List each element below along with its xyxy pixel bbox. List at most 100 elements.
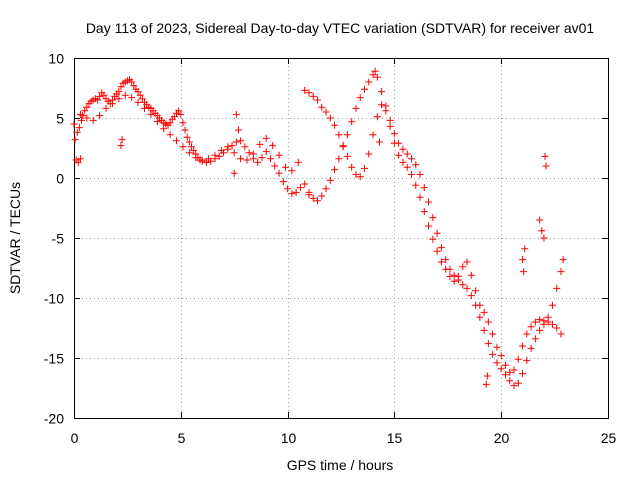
data-point	[81, 107, 89, 115]
data-point	[519, 342, 527, 350]
data-point	[356, 94, 364, 102]
data-point	[437, 244, 445, 252]
data-point	[166, 119, 174, 127]
data-point	[360, 85, 368, 93]
data-point	[230, 149, 238, 157]
data-point	[523, 356, 531, 364]
data-point	[378, 88, 386, 96]
data-point	[386, 116, 394, 124]
data-point	[472, 287, 480, 295]
data-point	[540, 317, 548, 325]
data-point	[459, 263, 467, 271]
data-point	[416, 193, 424, 201]
data-point	[454, 272, 462, 280]
data-point	[314, 96, 322, 104]
data-point	[506, 368, 514, 376]
data-point	[442, 256, 450, 264]
data-point	[425, 222, 433, 230]
data-point	[369, 131, 377, 139]
data-point	[237, 137, 245, 145]
data-point	[262, 134, 270, 142]
data-point	[153, 118, 161, 126]
data-point	[536, 316, 544, 324]
data-point	[93, 96, 101, 104]
data-point	[437, 258, 445, 266]
data-point	[301, 180, 309, 188]
data-point	[433, 247, 441, 255]
data-point	[100, 91, 108, 99]
data-point	[275, 169, 283, 177]
data-point	[118, 136, 126, 144]
data-point	[416, 170, 424, 178]
data-point	[501, 361, 509, 369]
data-point	[70, 120, 78, 128]
data-point	[510, 366, 518, 374]
data-point	[480, 326, 488, 334]
data-point	[181, 126, 189, 134]
data-point	[352, 170, 360, 178]
data-point	[510, 382, 518, 390]
chart-title: Day 113 of 2023, Sidereal Day-to-day VTE…	[86, 20, 595, 36]
data-point	[331, 121, 339, 129]
data-point	[403, 163, 411, 171]
y-axis-ticks: -20 -15 -10 -5 0 5 10	[44, 51, 608, 427]
data-point	[373, 113, 381, 121]
data-point	[559, 256, 567, 264]
data-point	[245, 149, 253, 157]
data-point	[429, 214, 437, 222]
data-point	[160, 125, 168, 133]
data-point	[237, 155, 245, 163]
data-point	[322, 108, 330, 116]
data-point	[71, 136, 79, 144]
data-point	[395, 151, 403, 159]
data-point	[356, 173, 364, 181]
data-point	[538, 227, 546, 235]
data-point	[463, 258, 471, 266]
data-point	[501, 371, 509, 379]
data-point	[467, 271, 475, 279]
data-point	[331, 166, 339, 174]
data-point	[121, 91, 129, 99]
x-tick-label: 15	[387, 430, 403, 446]
data-point	[74, 158, 82, 166]
data-point	[301, 86, 309, 94]
data-point	[407, 170, 415, 178]
data-point	[489, 330, 497, 338]
data-point	[202, 158, 210, 166]
data-point	[382, 107, 390, 115]
data-point	[256, 140, 264, 148]
data-point	[130, 82, 138, 90]
data-point	[390, 139, 398, 147]
data-point	[521, 245, 529, 253]
data-point	[514, 379, 522, 387]
data-point	[232, 138, 240, 146]
data-point	[531, 335, 539, 343]
data-point	[326, 176, 334, 184]
data-point	[75, 124, 83, 132]
data-point	[369, 71, 377, 79]
data-point	[450, 277, 458, 285]
data-point	[198, 156, 206, 164]
y-tick-label: 0	[56, 171, 64, 187]
data-point	[108, 100, 116, 108]
data-point	[96, 112, 104, 120]
data-point	[136, 91, 144, 99]
data-point	[343, 131, 351, 139]
data-point	[348, 118, 356, 126]
data-point	[175, 107, 183, 115]
data-point	[249, 150, 257, 158]
data-point	[482, 380, 490, 388]
data-point	[371, 67, 379, 75]
data-point	[442, 265, 450, 273]
data-point	[305, 89, 313, 97]
data-point	[115, 95, 123, 103]
x-tick-label: 25	[601, 430, 617, 446]
data-point	[279, 178, 287, 186]
data-point	[292, 188, 300, 196]
data-point	[348, 163, 356, 171]
data-point	[318, 103, 326, 111]
data-point	[450, 271, 458, 279]
data-point	[83, 103, 91, 111]
data-point	[254, 158, 262, 166]
